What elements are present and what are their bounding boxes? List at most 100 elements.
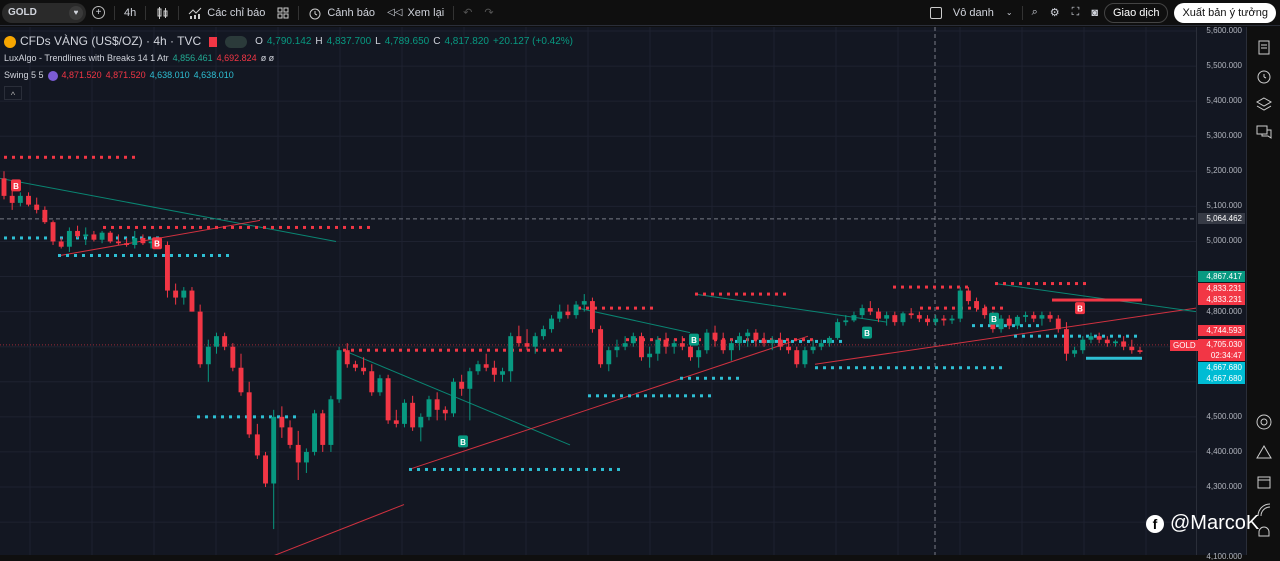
symbol-title: CFDs VÀNG (US$/OZ) · 4h · TVC <box>20 34 202 48</box>
templates-button[interactable] <box>271 2 295 24</box>
indicator-value: 4,871.520 <box>105 70 146 80</box>
high-value: 4,837.700 <box>326 36 372 47</box>
open-label: O <box>255 36 263 47</box>
right-sidebar <box>1246 27 1280 555</box>
change-value: +20.127 (+0.42%) <box>492 36 574 47</box>
compare-symbol-button[interactable]: + <box>86 2 111 24</box>
signal-icon[interactable] <box>1253 499 1275 521</box>
watermark: f @MarcoK <box>1146 512 1259 535</box>
camera-icon: ◙ <box>1091 6 1098 19</box>
close-value: 4,817.820 <box>444 36 489 47</box>
indicators-label: Các chỉ báo <box>207 6 266 19</box>
redo-button[interactable]: ↷ <box>478 2 499 24</box>
chart-pane[interactable]: B B B B B B B <box>0 27 1196 555</box>
indicators-icon <box>188 7 202 19</box>
low-label: L <box>375 36 381 47</box>
alerts-label: Cảnh báo <box>327 6 376 19</box>
indicator-swing-row[interactable]: Swing 5 5 4,871.520 4,871.520 4,638.010 … <box>4 67 573 84</box>
indicator-name: LuxAlgo - Trendlines with Breaks 14 1 At… <box>4 53 169 63</box>
grid-icon <box>277 7 289 18</box>
layers-icon[interactable] <box>1253 93 1275 115</box>
publish-idea-button[interactable]: Xuất bản ý tưởng <box>1174 2 1276 23</box>
svg-text:B: B <box>691 336 697 345</box>
replay-button[interactable]: ◁◁ Xem lại <box>381 2 450 24</box>
calendar-icon[interactable] <box>1253 471 1275 493</box>
rewind-icon: ◁◁ <box>387 7 403 18</box>
price-tag: 4,833.231 <box>1198 283 1245 294</box>
candlestick-chart[interactable]: B B B B B B B <box>0 27 1196 555</box>
symbol-legend-row: CFDs VÀNG (US$/OZ) · 4h · TVC O 4,790.142… <box>4 33 573 50</box>
price-tick: 5,000.000 <box>1206 236 1242 246</box>
replay-label: Xem lại <box>407 6 445 19</box>
price-axis[interactable]: 5,600.000 5,500.000 5,400.000 5,300.000 5,20… <box>1196 26 1246 561</box>
price-tag: 4,744.593 <box>1198 325 1245 336</box>
chart-legend: CFDs VÀNG (US$/OZ) · 4h · TVC O 4,790.142… <box>4 33 573 100</box>
price-tick: 5,100.000 <box>1206 201 1242 211</box>
indicator-value: ø ø <box>260 53 275 63</box>
layout-square-icon <box>929 6 942 19</box>
svg-text:B: B <box>991 315 997 324</box>
quick-search-button[interactable]: ⌕ <box>1026 2 1044 24</box>
plus-icon: + <box>92 6 105 19</box>
indicator-value: 4,871.520 <box>61 70 102 80</box>
close-label: C <box>433 36 441 47</box>
price-tick: 5,600.000 <box>1206 26 1242 35</box>
svg-text:B: B <box>864 329 870 338</box>
status-indicator <box>225 35 248 48</box>
high-label: H <box>315 36 323 47</box>
chart-type-button[interactable] <box>149 2 175 24</box>
ideas-icon[interactable] <box>1253 441 1275 463</box>
fullscreen-button[interactable]: ⛶ <box>1066 2 1086 24</box>
interval-button[interactable]: 4h <box>118 2 142 24</box>
trade-button[interactable]: Giao dịch <box>1103 2 1169 23</box>
alert-button[interactable]: Cảnh báo <box>302 2 381 24</box>
price-tick: 4,400.000 <box>1206 446 1242 456</box>
crosshair-price-label: 5,064.462 <box>1198 212 1245 224</box>
notifications-bell-icon[interactable] <box>1253 521 1275 543</box>
indicators-button[interactable]: Các chỉ báo <box>182 2 271 24</box>
chevron-down-icon: ⌄ <box>1005 8 1013 17</box>
target-icon[interactable] <box>1253 411 1275 433</box>
settings-button[interactable]: ⚙ <box>1044 2 1066 24</box>
price-tick: 5,300.000 <box>1206 131 1242 141</box>
svg-text:B: B <box>460 438 466 447</box>
indicator-luxalgo-row[interactable]: LuxAlgo - Trendlines with Breaks 14 1 At… <box>4 50 573 67</box>
divider <box>114 5 115 20</box>
layout-dropdown[interactable]: ⌄ <box>1000 2 1019 24</box>
collapse-legend-button[interactable]: ^ <box>4 86 22 100</box>
price-tag: 02:34:47 <box>1198 350 1245 361</box>
fullscreen-icon: ⛶ <box>1071 6 1080 18</box>
alarm-clock-icon[interactable] <box>1253 65 1275 87</box>
chat-icon[interactable] <box>1253 121 1275 143</box>
screenshot-button[interactable]: ◙ <box>1085 2 1104 24</box>
candles-icon <box>157 6 168 19</box>
svg-text:B: B <box>13 182 19 191</box>
svg-text:B: B <box>1077 305 1083 314</box>
undo-button[interactable]: ↶ <box>457 2 478 24</box>
indicator-value: 4,638.010 <box>193 70 234 80</box>
symbol-price-tag: GOLD <box>1170 340 1199 351</box>
svg-text:B: B <box>154 240 160 249</box>
alarm-icon <box>309 8 321 19</box>
price-tick: 4,100.000 <box>1206 552 1242 561</box>
layout-name: Vô danh <box>952 6 994 19</box>
indicator-value: 4,856.461 <box>172 53 213 63</box>
watermark-text: @MarcoK <box>1170 512 1260 534</box>
open-value: 4,790.142 <box>266 36 312 47</box>
loading-icon <box>47 70 58 81</box>
indicator-value: 4,692.824 <box>216 53 257 63</box>
watchlist-icon[interactable] <box>1253 37 1275 59</box>
flag-icon[interactable] <box>209 36 218 47</box>
divider <box>453 5 455 20</box>
interval-label: 4h <box>124 6 137 19</box>
price-tag: 4,667.680 <box>1198 373 1245 384</box>
gear-icon: ⚙ <box>1049 7 1060 19</box>
shield-icon[interactable]: ♥ <box>69 5 83 20</box>
facebook-icon: f <box>1146 514 1164 533</box>
price-tick: 5,500.000 <box>1206 61 1242 71</box>
divider <box>145 5 147 20</box>
divider <box>178 5 180 20</box>
symbol-search[interactable]: GOLD ♥ <box>2 2 86 23</box>
layout-button[interactable]: Vô danh <box>924 2 1000 24</box>
gold-icon <box>4 35 16 48</box>
